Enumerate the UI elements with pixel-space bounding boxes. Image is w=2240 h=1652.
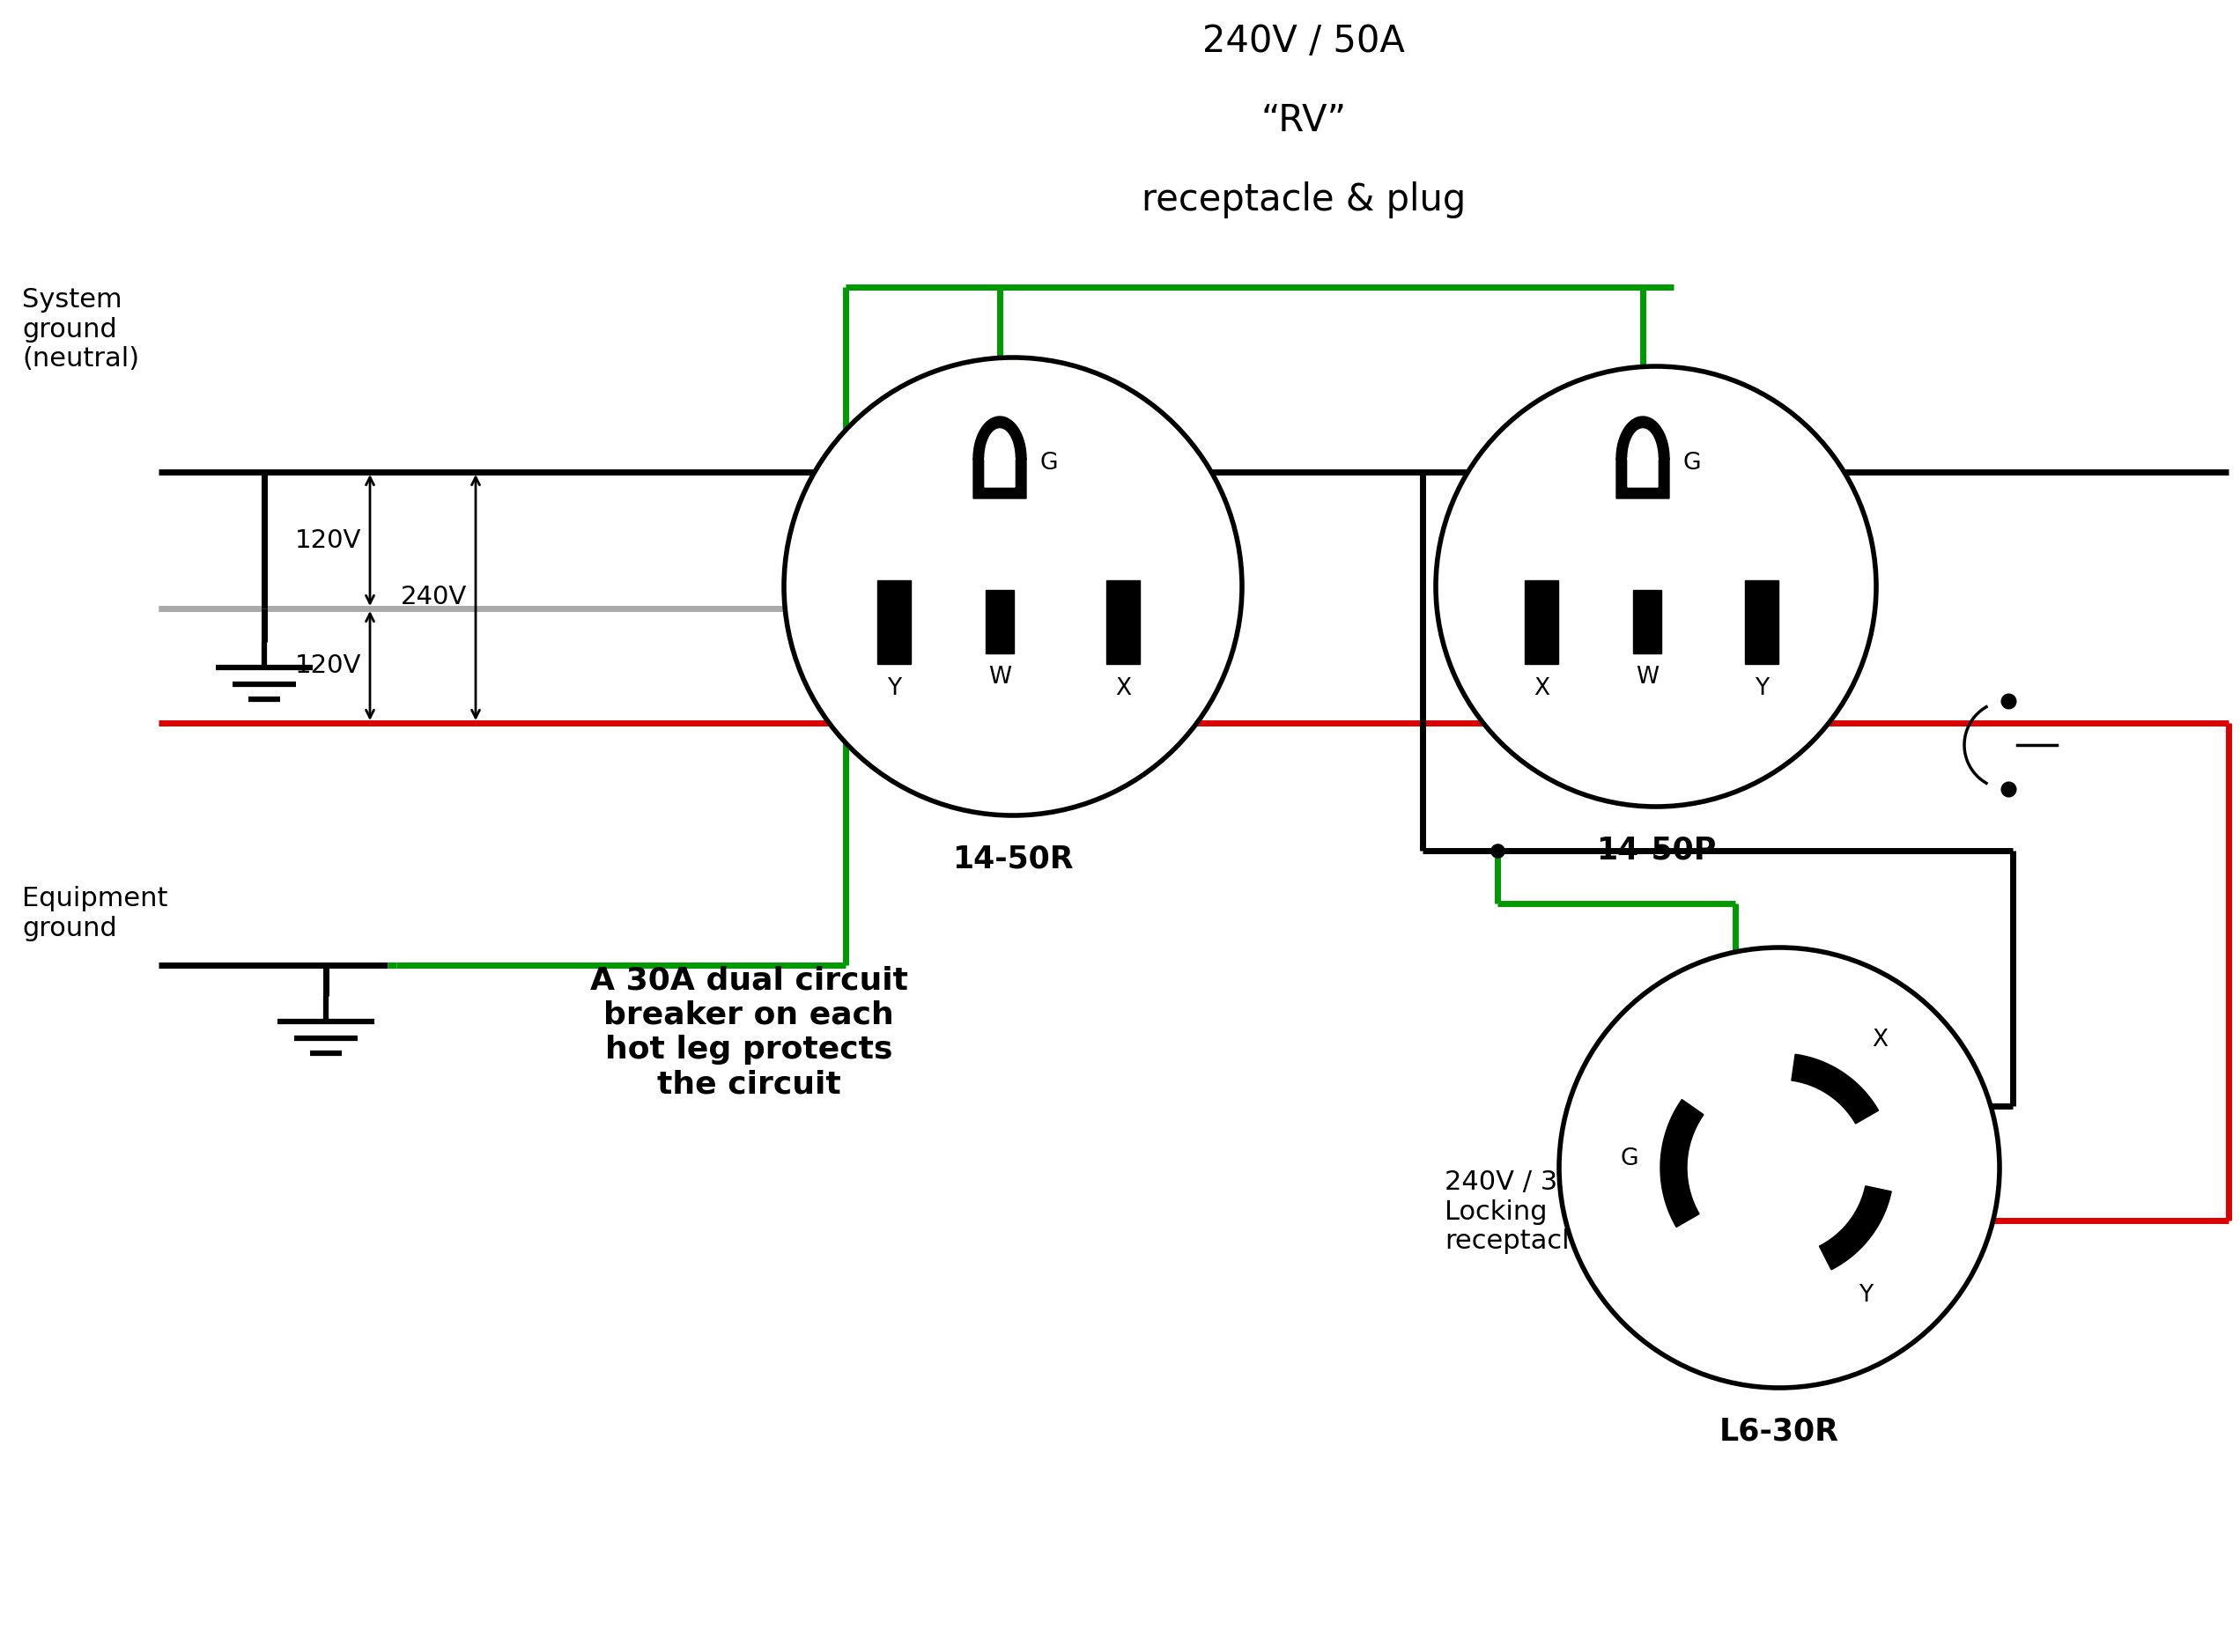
Polygon shape bbox=[1792, 1054, 1879, 1123]
Polygon shape bbox=[1628, 430, 1658, 487]
Text: 14-50R: 14-50R bbox=[952, 844, 1073, 874]
Bar bbox=[986, 590, 1015, 654]
Bar bbox=[1745, 580, 1779, 664]
Text: X: X bbox=[1116, 677, 1131, 700]
Text: 120V: 120V bbox=[296, 654, 361, 677]
Text: 14-50P: 14-50P bbox=[1595, 834, 1716, 864]
Text: “RV”: “RV” bbox=[1261, 102, 1346, 139]
Text: W: W bbox=[1635, 666, 1658, 689]
Text: Y: Y bbox=[1859, 1284, 1873, 1307]
Text: A 30A dual circuit
breaker on each
hot leg protects
the circuit: A 30A dual circuit breaker on each hot l… bbox=[589, 965, 907, 1099]
Text: 240V / 50A: 240V / 50A bbox=[1203, 23, 1404, 59]
Polygon shape bbox=[1819, 1186, 1891, 1270]
Text: Y: Y bbox=[887, 677, 900, 700]
Circle shape bbox=[1559, 948, 2000, 1388]
Circle shape bbox=[784, 357, 1241, 816]
Text: Equipment
ground: Equipment ground bbox=[22, 885, 168, 942]
Text: X: X bbox=[1873, 1029, 1888, 1051]
Text: receptacle & plug: receptacle & plug bbox=[1142, 182, 1465, 218]
Text: G: G bbox=[1039, 451, 1057, 474]
Text: 120V: 120V bbox=[296, 529, 361, 552]
Text: W: W bbox=[988, 666, 1010, 689]
Bar bbox=[1525, 580, 1559, 664]
Polygon shape bbox=[1617, 416, 1669, 499]
Text: Y: Y bbox=[1754, 677, 1770, 700]
Text: System
ground
(neutral): System ground (neutral) bbox=[22, 287, 139, 372]
Bar bbox=[878, 580, 912, 664]
Polygon shape bbox=[1660, 1100, 1705, 1227]
Text: G: G bbox=[1682, 451, 1700, 474]
Circle shape bbox=[1436, 367, 1877, 806]
Text: 240V / 30A
Locking
receptacle: 240V / 30A Locking receptacle bbox=[1445, 1170, 1593, 1254]
Bar bbox=[1633, 590, 1662, 654]
Text: G: G bbox=[1620, 1148, 1637, 1170]
Polygon shape bbox=[974, 416, 1026, 499]
Text: L6-30R: L6-30R bbox=[1720, 1416, 1839, 1446]
Bar bbox=[1107, 580, 1140, 664]
Text: 240V: 240V bbox=[401, 585, 466, 610]
Polygon shape bbox=[986, 430, 1015, 487]
Text: X: X bbox=[1534, 677, 1550, 700]
